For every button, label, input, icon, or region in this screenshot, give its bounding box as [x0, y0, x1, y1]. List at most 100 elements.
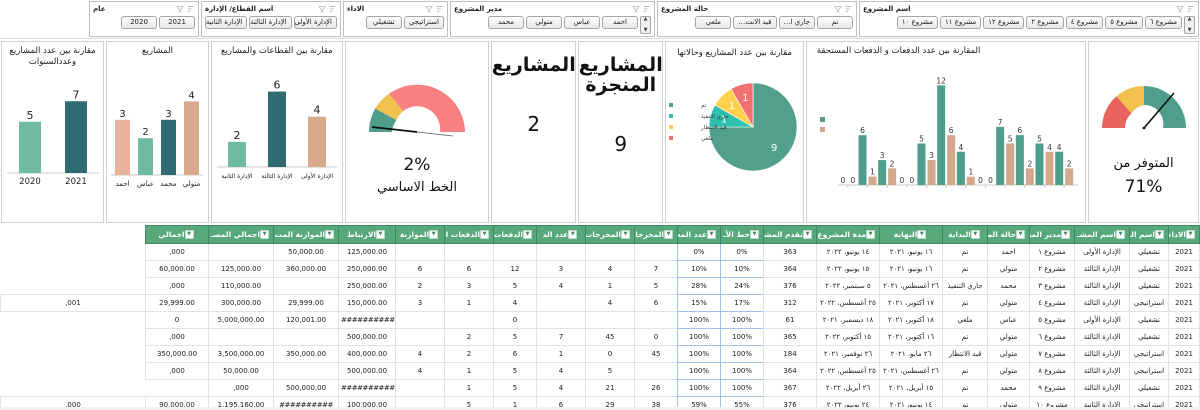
table-cell[interactable]: ١٦ يونيو، ٢٠٢١ [879, 260, 943, 278]
table-cell[interactable]: ١٤ يونيو، ٢٠٢١ [879, 396, 943, 407]
slicer-item-1[interactable]: 2020 [121, 16, 157, 29]
table-cell[interactable]: 2021 [1168, 294, 1200, 312]
table-cell[interactable]: 1 [444, 294, 494, 312]
column-header-8[interactable]: ▼تقدم المشـ [763, 225, 817, 244]
table-cell[interactable]: قيد الانتظار [942, 345, 988, 363]
table-cell[interactable]: مشروع ٩ [1029, 379, 1075, 397]
slicer-item-3[interactable]: مشروع ٢ [1026, 16, 1064, 29]
clear-filter-icon[interactable] [425, 5, 433, 13]
table-cell[interactable]: 5 [493, 379, 537, 397]
table-cell[interactable]: ٢٦ مايو، ٢٠٢١ [879, 345, 943, 363]
table-row[interactable]: 2021 تشغيلي الإدارة الأولى مشروع ١ احمد تم ١٦ … [1, 243, 1200, 261]
table-cell[interactable]: الإدارة الثالثة [1074, 379, 1130, 397]
table-cell[interactable]: الإدارة الثالثة [1074, 345, 1130, 363]
table-cell[interactable]: ########## [338, 311, 396, 329]
table-row[interactable]: 2021 استراتيجي الإدارة الثالثة مشروع ٨ متولي… [1, 362, 1200, 380]
filter-dropdown-icon[interactable]: ▼ [707, 230, 716, 240]
table-cell[interactable]: 100% [677, 362, 721, 380]
table-cell[interactable]: 0 [493, 311, 537, 329]
table-cell[interactable]: 364 [763, 260, 817, 278]
table-cell[interactable]: 000, [145, 277, 209, 295]
slicer-4[interactable]: اسم القطاع/ الإدارة الإدارة الأولى الإدارة… [201, 1, 341, 37]
table-cell[interactable]: 1 [536, 345, 586, 363]
table-cell[interactable]: استراتيجي [1129, 362, 1169, 380]
table-cell[interactable] [395, 243, 445, 261]
table-cell[interactable]: ٢٦ نوفمبر، ٢٠٢١ [816, 345, 880, 363]
column-header-14[interactable]: ▼الدفعات الـ [493, 225, 537, 244]
table-row[interactable]: 2021 استراتيجي الإدارة الثالثة مشروع ٧ متولي… [1, 345, 1200, 363]
table-cell[interactable]: 50,000.00 [273, 243, 339, 261]
table-cell[interactable] [634, 362, 678, 380]
table-cell[interactable]: ١٥ أكتوبر، ٢٠٢٢ [816, 328, 880, 346]
table-cell[interactable]: 000, [0, 396, 146, 407]
table-cell[interactable]: 100% [720, 328, 764, 346]
table-cell[interactable]: مشروع ٣ [1029, 277, 1075, 295]
table-cell[interactable]: 0 [145, 311, 209, 329]
table-cell[interactable]: 55% [720, 396, 764, 407]
table-cell[interactable]: 250,000.00 [338, 277, 396, 295]
table-cell[interactable] [536, 294, 586, 312]
filter-dropdown-icon[interactable]: ▼ [664, 230, 673, 240]
table-cell[interactable]: 29,999.00 [273, 294, 339, 312]
table-cell[interactable] [634, 243, 678, 261]
table-cell[interactable]: 250,000.00 [338, 260, 396, 278]
table-cell[interactable]: 4 [585, 260, 635, 278]
table-cell[interactable]: تم [942, 328, 988, 346]
table-cell[interactable] [536, 243, 586, 261]
table-cell[interactable]: ٢٦ أغسطس، ٢٠٢١ [879, 277, 943, 295]
table-cell[interactable]: 15% [677, 294, 721, 312]
table-cell[interactable]: 0 [634, 328, 678, 346]
table-cell[interactable] [273, 362, 339, 380]
filter-dropdown-icon[interactable]: ▼ [1155, 230, 1164, 240]
table-cell[interactable]: 12 [493, 260, 537, 278]
slicer-item-3[interactable]: ملغي [695, 16, 732, 29]
column-header-5[interactable]: ▼البداية [942, 225, 988, 244]
table-cell[interactable]: تم [942, 294, 988, 312]
table-cell[interactable]: 500,000.00 [273, 379, 339, 397]
filter-dropdown-icon[interactable]: ▼ [621, 230, 630, 240]
table-cell[interactable]: ملغي [942, 311, 988, 329]
table-cell[interactable]: 363 [763, 243, 817, 261]
table-row[interactable]: 2021 استراتيجي الإدارة الثانية مشروع ١٠ متول… [0, 396, 1200, 407]
table-cell[interactable]: 312 [763, 294, 817, 312]
table-cell[interactable]: 0% [677, 243, 721, 261]
column-header-7[interactable]: ▼مدة المشروع با [816, 225, 880, 244]
filter-dropdown-icon[interactable]: ▼ [749, 230, 759, 240]
table-cell[interactable]: ١٤ يونيو، ٢٠٢٢ [816, 243, 880, 261]
table-cell[interactable]: 350,000.00 [273, 345, 339, 363]
table-cell[interactable]: 5 [493, 277, 537, 295]
column-header-16[interactable]: ▼الموازنة [395, 225, 445, 244]
table-cell[interactable]: 2021 [1168, 345, 1200, 363]
table-cell[interactable]: 0% [720, 243, 764, 261]
table-cell[interactable]: 7 [634, 260, 678, 278]
table-cell[interactable] [536, 311, 586, 329]
table-cell[interactable]: متولي [987, 396, 1030, 407]
table-cell[interactable]: ########## [338, 379, 396, 397]
table-cell[interactable]: 364 [763, 362, 817, 380]
sort-icon[interactable] [1187, 5, 1195, 13]
column-header-15[interactable]: ▼الدفعات الـ [444, 225, 494, 244]
filter-dropdown-icon[interactable]: ▼ [429, 230, 439, 240]
table-cell[interactable]: 4 [395, 362, 445, 380]
column-header-18[interactable]: ▼الموازنة المت [273, 225, 339, 244]
table-row[interactable]: 2021 تشغيلي الإدارة الثالثة مشروع ٦ متولي تم ١… [1, 328, 1200, 346]
table-cell[interactable]: الإدارة الثالثة [1074, 294, 1130, 312]
table-cell[interactable]: احمد [987, 243, 1030, 261]
table-cell[interactable]: 1 [493, 396, 537, 407]
table-cell[interactable]: تشغيلي [1129, 311, 1169, 329]
table-cell[interactable]: 000, [145, 243, 209, 261]
table-cell[interactable]: محمد [987, 379, 1030, 397]
table-cell[interactable]: 100,000.00 [338, 396, 396, 407]
table-cell[interactable]: 26 [634, 379, 678, 397]
slicer-item-5[interactable]: مشروع ١١ [940, 16, 982, 29]
table-cell[interactable]: مشروع ٦ [1029, 328, 1075, 346]
table-cell[interactable]: 4 [395, 345, 445, 363]
table-cell[interactable]: 10% [677, 260, 721, 278]
table-cell[interactable] [273, 277, 339, 295]
table-cell[interactable]: 367 [763, 379, 817, 397]
table-cell[interactable]: 2021 [1168, 277, 1200, 295]
table-cell[interactable]: الإدارة الأولى [1074, 311, 1130, 329]
table-cell[interactable]: 001, [0, 294, 146, 312]
table-cell[interactable]: 1 [444, 379, 494, 397]
table-cell[interactable]: 360,000.00 [273, 260, 339, 278]
